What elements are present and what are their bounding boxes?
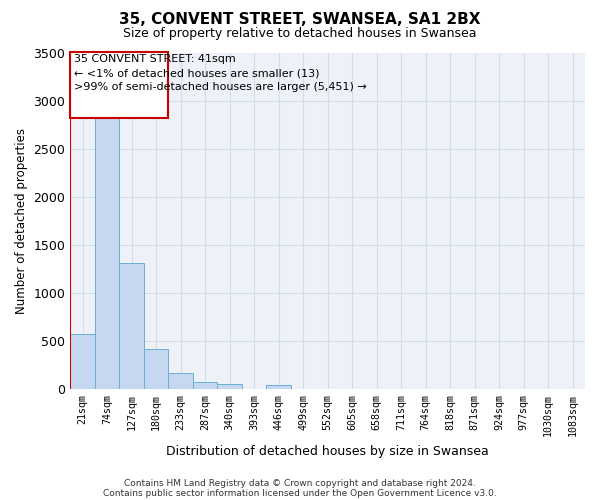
FancyBboxPatch shape	[70, 52, 169, 118]
Text: Size of property relative to detached houses in Swansea: Size of property relative to detached ho…	[123, 28, 477, 40]
Bar	[266, 385, 291, 390]
Bar	[70, 334, 95, 390]
Bar	[144, 350, 169, 390]
Text: 35, CONVENT STREET, SWANSEA, SA1 2BX: 35, CONVENT STREET, SWANSEA, SA1 2BX	[119, 12, 481, 28]
Text: Contains HM Land Registry data © Crown copyright and database right 2024.: Contains HM Land Registry data © Crown c…	[124, 478, 476, 488]
Bar	[119, 263, 144, 390]
Text: Contains public sector information licensed under the Open Government Licence v3: Contains public sector information licen…	[103, 488, 497, 498]
Bar	[169, 373, 193, 390]
Text: 35 CONVENT STREET: 41sqm
← <1% of detached houses are smaller (13)
>99% of semi-: 35 CONVENT STREET: 41sqm ← <1% of detach…	[74, 54, 367, 92]
Bar	[217, 384, 242, 390]
X-axis label: Distribution of detached houses by size in Swansea: Distribution of detached houses by size …	[166, 444, 489, 458]
Bar	[95, 110, 119, 390]
Y-axis label: Number of detached properties: Number of detached properties	[15, 128, 28, 314]
Bar	[193, 382, 217, 390]
